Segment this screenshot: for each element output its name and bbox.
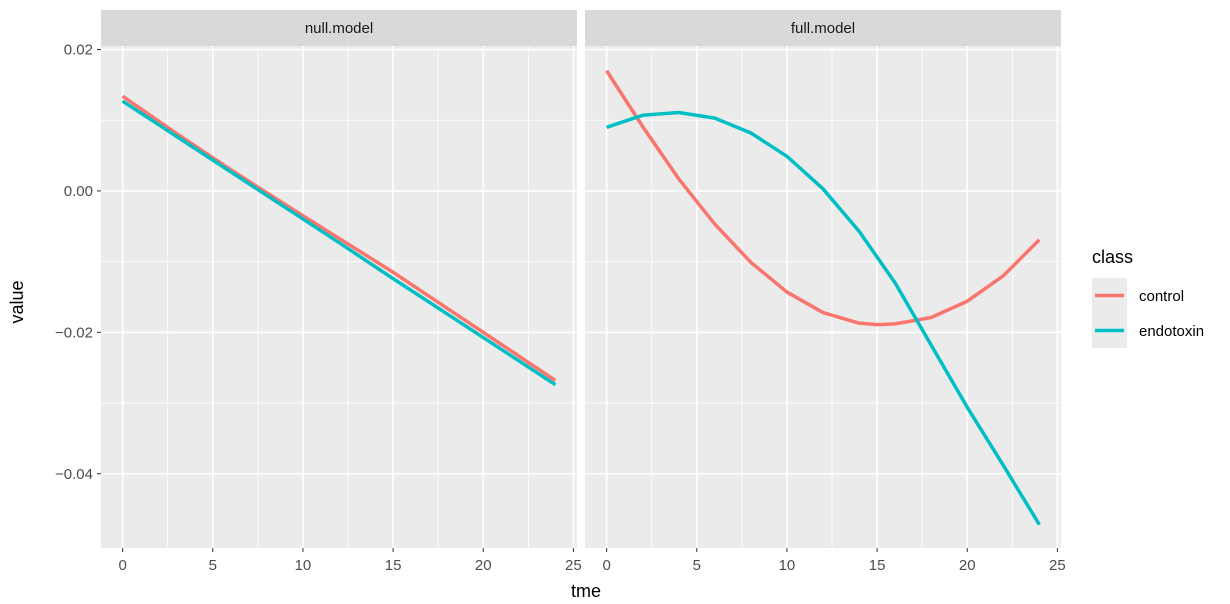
x-tick-label: 15 (869, 557, 886, 574)
x-tick-label: 20 (959, 557, 976, 574)
x-tick-label: 20 (475, 557, 492, 574)
facet-strip (101, 10, 577, 46)
y-tick-label: 0.02 (64, 42, 93, 59)
x-tick-label: 5 (209, 557, 217, 574)
series-line-endotoxin (121, 99, 557, 387)
x-tick-label: 25 (565, 557, 582, 574)
panels-layer: null.model 0 5 10 15 20 25 0.02 0.00 −0.02 −0.04 fu… (55, 10, 1066, 574)
facet-strip (585, 10, 1061, 46)
series-line-control (121, 94, 557, 382)
facet-strip-label: full.model (791, 20, 855, 37)
legend-items: control endotoxin (1092, 278, 1204, 348)
facet-strip-label: null.model (305, 20, 373, 37)
panel-background (101, 46, 577, 548)
legend: class control endotoxin (1092, 247, 1204, 348)
panel-null-model: null.model 0 5 10 15 20 25 0.02 0.00 −0.02 −0.04 (55, 10, 582, 574)
x-tick-label: 10 (779, 557, 796, 574)
x-tick-label: 0 (118, 557, 126, 574)
x-tick-label: 0 (602, 557, 610, 574)
x-tick-label: 15 (385, 557, 402, 574)
panel-background (585, 46, 1061, 548)
y-tick-label: 0.00 (64, 183, 93, 200)
series-line-control (605, 69, 1041, 327)
y-axis-title: value (7, 280, 27, 323)
legend-title: class (1092, 247, 1133, 267)
legend-label: control (1139, 288, 1184, 305)
legend-item-endotoxin: endotoxin (1092, 313, 1204, 348)
series-line-endotoxin (606, 110, 1041, 526)
legend-item-control: control (1092, 278, 1184, 313)
panel-full-model: full.model 0 5 10 15 20 25 (585, 10, 1066, 574)
y-tick-label: −0.02 (55, 324, 93, 341)
x-axis-title: tme (571, 581, 601, 601)
x-tick-label: 5 (693, 557, 701, 574)
y-tick-label: −0.04 (55, 466, 93, 483)
x-tick-label: 10 (295, 557, 312, 574)
x-tick-label: 25 (1049, 557, 1066, 574)
legend-label: endotoxin (1139, 323, 1204, 340)
